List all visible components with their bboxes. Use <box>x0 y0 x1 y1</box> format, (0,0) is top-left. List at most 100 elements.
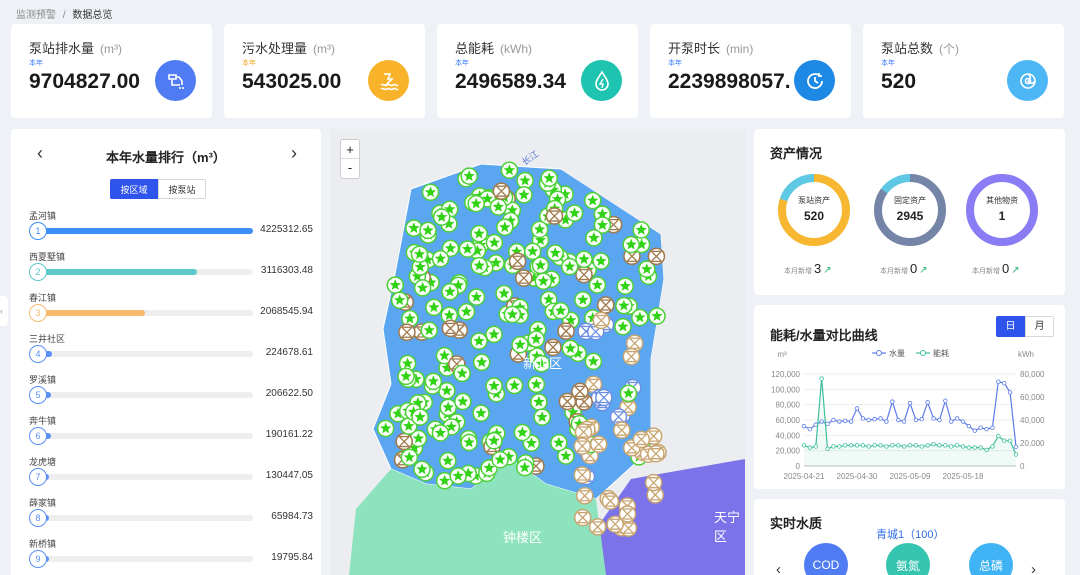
station-star-icon <box>460 305 473 317</box>
station-star-icon <box>564 260 576 272</box>
map-panel[interactable]: + - 长江 新北区 钟楼区 天宁区 <box>331 129 745 575</box>
tab-by-area[interactable]: 按区域 <box>110 179 158 199</box>
data-point <box>943 398 948 404</box>
pump-station-icon <box>650 250 662 262</box>
zoom-in-button[interactable]: + <box>341 140 359 159</box>
data-point <box>801 423 807 429</box>
tab-day[interactable]: 日 <box>996 316 1025 337</box>
data-point <box>925 443 930 448</box>
ranking-bar-track <box>41 433 253 439</box>
ranking-row[interactable]: 春江镇 3 2068545.94 <box>27 291 321 332</box>
pump-station-icon <box>518 272 530 284</box>
ranking-row[interactable]: 西夏墅镇 2 3116303.48 <box>27 250 321 291</box>
ranking-list: 孟河镇 1 4225312.65 西夏墅镇 2 3116303.48 春江镇 3 2068545… <box>27 209 321 575</box>
station-star-icon <box>416 281 429 293</box>
asset-new-value: 0 <box>1002 261 1010 276</box>
station-star-icon <box>424 186 437 198</box>
pump-station-icon <box>512 255 524 267</box>
ranking-next-arrow[interactable]: › <box>291 143 297 163</box>
station-star-icon <box>534 259 547 271</box>
pump-station-icon <box>574 385 586 398</box>
station-star-icon <box>470 291 483 302</box>
station-star-icon <box>559 188 571 200</box>
station-star-icon <box>536 411 548 422</box>
legend-label: 能耗 <box>933 348 949 358</box>
pump-station-icon <box>593 438 605 450</box>
station-star-icon <box>444 285 456 297</box>
station-star-icon <box>531 350 543 361</box>
ranking-area-name: 罗溪镇 <box>29 375 57 385</box>
ranking-row[interactable]: 新桥镇 9 19795.84 <box>27 537 321 575</box>
station-star-icon <box>481 192 494 204</box>
data-point <box>854 406 860 411</box>
station-star-icon <box>408 222 420 233</box>
data-point <box>1002 381 1007 386</box>
y-left-tick-label: 20,000 <box>776 447 801 456</box>
ammonia-indicator[interactable]: 氨氮 <box>886 543 930 575</box>
ranking-row[interactable]: 三井社区 4 224678.61 <box>27 332 321 373</box>
station-star-icon <box>587 312 599 323</box>
data-point <box>919 417 924 422</box>
ranking-bar-fill <box>41 310 145 316</box>
asset-ring: 固定资产 2945 <box>872 172 948 248</box>
right-axis-unit: kWh <box>1018 350 1034 359</box>
station-star-icon <box>463 436 475 448</box>
asset-value: 2945 <box>896 209 924 223</box>
breadcrumb: 监测预警 / 数据总览 <box>16 6 112 21</box>
ranking-row[interactable]: 孟河镇 1 4225312.65 <box>27 209 321 250</box>
asset-ring: 其他物资 1 <box>964 172 1040 248</box>
pump-station-icon <box>578 426 589 438</box>
cod-indicator[interactable]: COD <box>804 543 848 575</box>
asset-label: 固定资产 <box>894 196 926 205</box>
pump-station-icon <box>584 450 596 462</box>
data-point <box>884 444 889 449</box>
x-tick-label: 2025-05-09 <box>890 472 931 481</box>
data-point <box>890 443 895 448</box>
kpi-year-label: 本年 <box>455 60 469 67</box>
kpi-unit: (m³) <box>313 42 335 56</box>
pump-station-icon <box>578 268 590 281</box>
kpi-value: 543025.00 <box>242 70 342 93</box>
collapse-left-handle[interactable]: ‹ <box>0 296 8 326</box>
station-star-icon <box>416 463 428 475</box>
y-left-tick-label: 60,000 <box>776 416 801 425</box>
pump-station-icon <box>595 314 607 327</box>
breadcrumb-parent[interactable]: 监测预警 <box>16 10 56 21</box>
data-point <box>913 443 919 448</box>
kpi-card-energy: 总能耗 (kWh) 本年 2496589.34 <box>437 24 638 118</box>
water-quality-prev-arrow[interactable]: ‹ <box>776 561 781 575</box>
ranking-prev-arrow[interactable]: ‹ <box>37 143 43 163</box>
zoom-out-button[interactable]: - <box>347 160 353 175</box>
data-point <box>866 417 871 423</box>
kpi-unit: (min) <box>726 42 754 56</box>
ranking-row[interactable]: 奔牛镇 6 190161.22 <box>27 414 321 455</box>
asset-value: 1 <box>998 209 1006 223</box>
ranking-area-name: 奔牛镇 <box>29 416 57 426</box>
phosphorus-indicator[interactable]: 总磷 <box>969 543 1013 575</box>
station-star-icon <box>414 261 426 272</box>
station-star-icon <box>463 170 475 181</box>
ranking-row[interactable]: 薛家镇 8 65984.73 <box>27 496 321 537</box>
station-star-icon <box>651 310 663 321</box>
data-point <box>937 417 942 423</box>
data-point <box>843 443 848 448</box>
station-star-icon <box>476 356 488 368</box>
ranking-row[interactable]: 龙虎塘 7 130447.05 <box>27 455 321 496</box>
ranking-row[interactable]: 罗溪镇 5 206622.50 <box>27 373 321 414</box>
ranking-bar-track <box>41 351 253 357</box>
station-star-icon <box>518 188 530 200</box>
kpi-value: 2239898057. <box>668 70 791 93</box>
station-star-icon <box>587 355 600 367</box>
station-star-icon <box>560 450 572 461</box>
ranking-badge: 9 <box>29 550 47 568</box>
station-star-icon <box>457 395 469 407</box>
trend-up-icon: ↗ <box>1011 265 1020 276</box>
ranking-bar-track <box>41 556 253 562</box>
station-star-icon <box>578 253 590 265</box>
station-star-icon <box>438 349 451 361</box>
tab-month[interactable]: 月 <box>1025 316 1054 337</box>
asset-value: 520 <box>803 209 825 223</box>
ranking-bar-track <box>41 474 253 480</box>
tab-by-station[interactable]: 按泵站 <box>158 179 206 199</box>
water-quality-next-arrow[interactable]: › <box>1031 561 1036 575</box>
